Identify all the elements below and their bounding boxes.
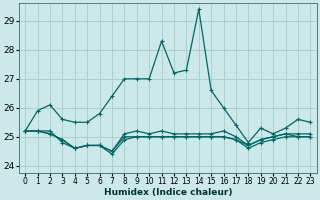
X-axis label: Humidex (Indice chaleur): Humidex (Indice chaleur) — [104, 188, 232, 197]
